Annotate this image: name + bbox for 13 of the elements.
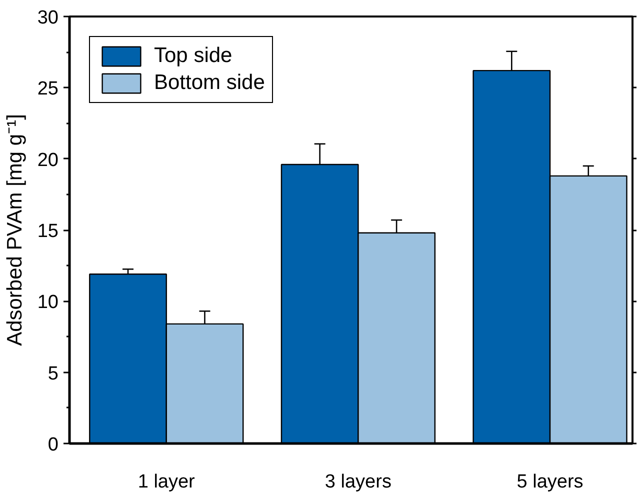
legend-label: Bottom side [154,71,265,95]
y-tick-label: 30 [37,8,59,28]
y-tick-label: 10 [37,292,59,314]
y-tick-label: 25 [37,78,59,100]
x-tick-label: 5 layers [516,472,584,492]
y-tick-label: 15 [37,221,59,242]
x-tick-label: 3 layers [324,472,392,492]
y-tick-label: 20 [37,150,59,171]
x-tick-label: 1 layer [138,472,196,492]
y-tick-label: 5 [48,363,59,384]
y-tick-label: 0 [48,434,59,456]
legend-label: Top side [154,44,232,68]
y-axis-title: Adsorbed PVAm [mg g⁻¹] [3,114,26,346]
